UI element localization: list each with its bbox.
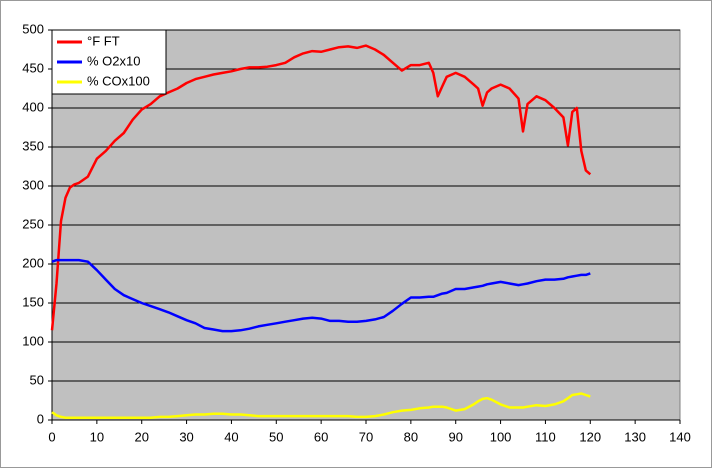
x-tick-label: 140 [669,429,691,444]
legend-label: % O2x10 [87,53,140,68]
x-tick-label: 120 [579,429,601,444]
x-tick-label: 50 [269,429,283,444]
y-tick-label: 50 [30,372,44,387]
series-line [51,392,591,419]
x-tick-label: 0 [48,429,55,444]
legend-label: % COx100 [87,73,150,88]
y-tick-label: 0 [37,411,44,426]
x-tick-label: 100 [490,429,512,444]
y-tick-label: 300 [22,177,44,192]
y-tick-label: 350 [22,138,44,153]
y-tick-label: 200 [22,255,44,270]
y-tick-label: 150 [22,294,44,309]
x-tick-label: 10 [90,429,104,444]
x-tick-label: 130 [624,429,646,444]
x-tick-label: 20 [134,429,148,444]
x-tick-label: 90 [448,429,462,444]
x-tick-label: 80 [404,429,418,444]
y-tick-label: 500 [22,21,44,36]
series-line [50,44,592,331]
y-tick-label: 250 [22,216,44,231]
x-tick-label: 30 [179,429,193,444]
y-tick-label: 450 [22,60,44,75]
y-tick-label: 400 [22,99,44,114]
x-tick-label: 60 [314,429,328,444]
series-line [51,258,591,333]
x-tick-label: 110 [535,429,556,444]
x-tick-label: 70 [359,429,373,444]
y-tick-label: 100 [22,333,44,348]
legend-label: °F FT [87,33,120,48]
x-tick-label: 40 [224,429,238,444]
